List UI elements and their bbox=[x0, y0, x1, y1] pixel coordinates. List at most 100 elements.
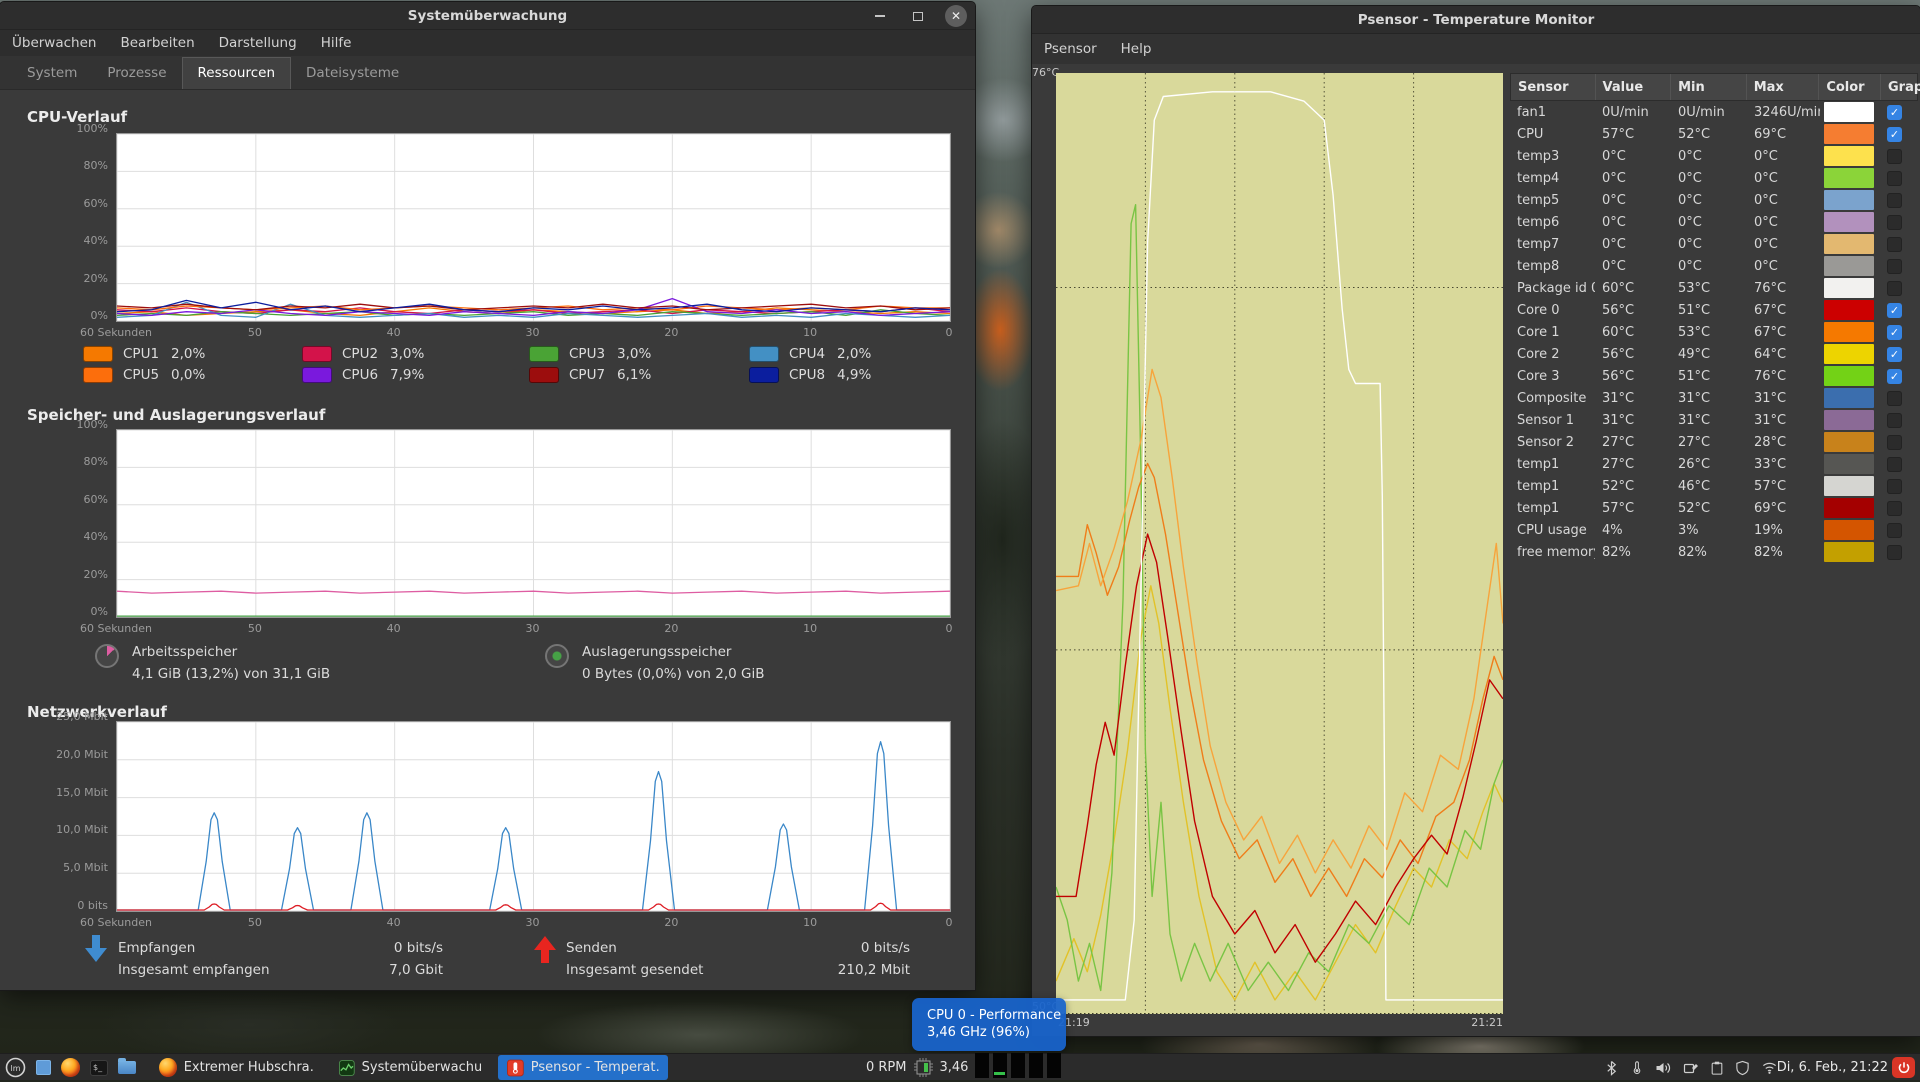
launcher-firefox[interactable] bbox=[61, 1058, 80, 1077]
maximize-button[interactable] bbox=[907, 5, 929, 27]
sensor-color-swatch[interactable] bbox=[1824, 146, 1874, 166]
graph-checkbox[interactable] bbox=[1887, 501, 1902, 516]
cpu-frequency-status[interactable]: 3,46 bbox=[940, 1060, 969, 1075]
sensor-color-swatch[interactable] bbox=[1824, 520, 1874, 540]
graph-checkbox[interactable] bbox=[1887, 391, 1902, 406]
power-button[interactable] bbox=[1892, 1057, 1915, 1078]
graph-checkbox[interactable] bbox=[1887, 523, 1902, 538]
column-header-sensor[interactable]: Sensor bbox=[1511, 74, 1596, 100]
sensor-color-swatch[interactable] bbox=[1824, 278, 1874, 298]
taskbar-app-psensor[interactable]: Psensor - Temperat… bbox=[498, 1055, 668, 1080]
graph-applets[interactable] bbox=[975, 1053, 1065, 1082]
sensor-color-swatch[interactable] bbox=[1824, 410, 1874, 430]
graph-checkbox[interactable] bbox=[1887, 149, 1902, 164]
graph-checkbox[interactable] bbox=[1887, 215, 1902, 230]
sensor-color-swatch[interactable] bbox=[1824, 498, 1874, 518]
launcher-files[interactable] bbox=[118, 1061, 136, 1074]
menu-item-darstellung[interactable]: Darstellung bbox=[207, 30, 309, 56]
cpu-chip-icon[interactable] bbox=[914, 1058, 933, 1077]
sensor-color-swatch[interactable] bbox=[1824, 476, 1874, 496]
applet-graph-box[interactable] bbox=[975, 1053, 989, 1078]
tray-wifi[interactable] bbox=[1761, 1060, 1778, 1075]
tray-security-shield[interactable] bbox=[1735, 1060, 1750, 1076]
sensor-color-swatch[interactable] bbox=[1824, 102, 1874, 122]
tray-volume[interactable] bbox=[1655, 1060, 1672, 1076]
tray-clipboard[interactable] bbox=[1710, 1060, 1724, 1076]
column-header-max[interactable]: Max bbox=[1747, 74, 1820, 100]
menu-item-help[interactable]: Help bbox=[1109, 34, 1164, 64]
tray-software-update[interactable] bbox=[1683, 1060, 1699, 1076]
minimize-button[interactable] bbox=[869, 5, 891, 27]
graph-checkbox[interactable]: ✓ bbox=[1887, 105, 1902, 120]
sensor-color-swatch[interactable] bbox=[1824, 300, 1874, 320]
clock[interactable]: Di, 6. Feb., 21:22 bbox=[1777, 1054, 1888, 1081]
graph-checkbox[interactable] bbox=[1887, 281, 1902, 296]
sensor-color-swatch[interactable] bbox=[1824, 344, 1874, 364]
menu-item-bearbeiten[interactable]: Bearbeiten bbox=[108, 30, 206, 56]
graph-checkbox[interactable] bbox=[1887, 171, 1902, 186]
launcher-show-desktop[interactable] bbox=[36, 1060, 51, 1075]
graph-checkbox[interactable] bbox=[1887, 545, 1902, 560]
graph-checkbox[interactable]: ✓ bbox=[1887, 127, 1902, 142]
psensor-titlebar[interactable]: Psensor - Temperature Monitor bbox=[1032, 6, 1920, 34]
graph-checkbox[interactable]: ✓ bbox=[1887, 369, 1902, 384]
graph-checkbox[interactable] bbox=[1887, 435, 1902, 450]
graph-checkbox[interactable] bbox=[1887, 259, 1902, 274]
sensor-color-swatch[interactable] bbox=[1824, 388, 1874, 408]
graph-checkbox[interactable]: ✓ bbox=[1887, 303, 1902, 318]
applet-graph-box[interactable] bbox=[1011, 1053, 1025, 1078]
sensor-color-swatch[interactable] bbox=[1824, 432, 1874, 452]
graph-checkbox[interactable]: ✓ bbox=[1887, 347, 1902, 362]
sensor-color-swatch[interactable] bbox=[1824, 454, 1874, 474]
sensor-color-swatch[interactable] bbox=[1824, 256, 1874, 276]
close-button[interactable]: ✕ bbox=[945, 5, 967, 27]
graph-checkbox[interactable] bbox=[1887, 479, 1902, 494]
tab-system[interactable]: System bbox=[12, 58, 92, 89]
column-header-value[interactable]: Value bbox=[1596, 74, 1672, 100]
sensor-color-swatch[interactable] bbox=[1824, 168, 1874, 188]
sensor-color-swatch[interactable] bbox=[1824, 212, 1874, 232]
sensor-color-swatch[interactable] bbox=[1824, 366, 1874, 386]
launcher-mint-menu[interactable]: lm bbox=[5, 1057, 26, 1078]
menu-item-hilfe[interactable]: Hilfe bbox=[309, 30, 364, 56]
sensor-color-swatch[interactable] bbox=[1824, 190, 1874, 210]
applet-graph-box[interactable] bbox=[1047, 1053, 1061, 1078]
sensor-color-swatch[interactable] bbox=[1824, 124, 1874, 144]
graph-checkbox[interactable] bbox=[1887, 193, 1902, 208]
tab-dateisysteme[interactable]: Dateisysteme bbox=[291, 58, 414, 89]
taskbar-app-system-monitor[interactable]: Systemüberwachung bbox=[330, 1055, 490, 1080]
column-header-min[interactable]: Min bbox=[1671, 74, 1747, 100]
applet-graph-box[interactable] bbox=[993, 1053, 1007, 1078]
column-header-color[interactable]: Color bbox=[1819, 74, 1881, 100]
system-monitor-titlebar[interactable]: Systemüberwachung ✕ bbox=[0, 2, 975, 30]
graph-checkbox[interactable] bbox=[1887, 457, 1902, 472]
graph-checkbox[interactable] bbox=[1887, 413, 1902, 428]
tray-bluetooth[interactable] bbox=[1604, 1060, 1619, 1076]
